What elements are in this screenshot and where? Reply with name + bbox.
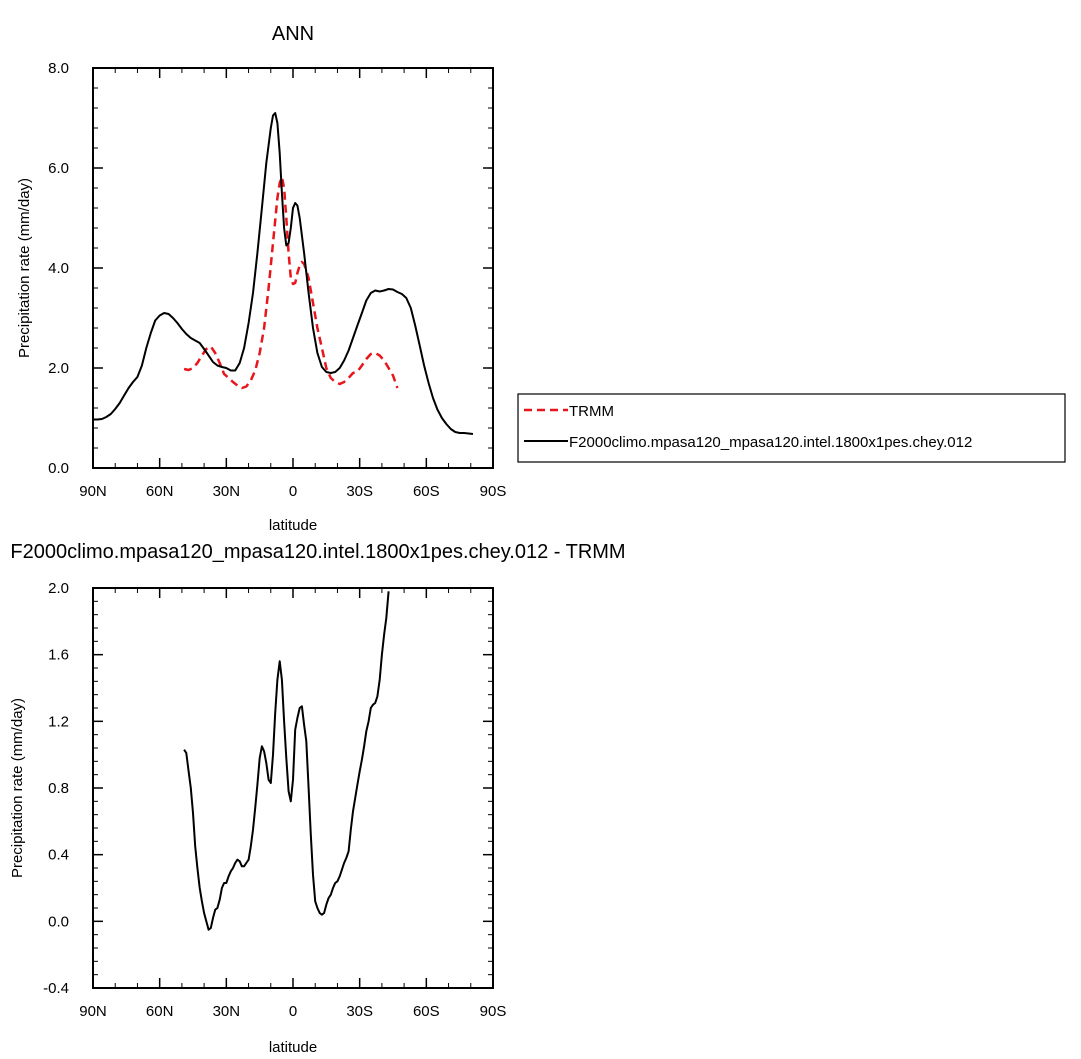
bottom-chart-ytick-label: 0.0: [48, 913, 69, 930]
bottom-chart: F2000climo.mpasa120_mpasa120.intel.1800x…: [9, 541, 626, 1056]
legend-label-model: F2000climo.mpasa120_mpasa120.intel.1800x…: [569, 434, 972, 451]
bottom-chart-ytick-label: 1.6: [48, 647, 69, 664]
bottom-chart-xtick-label: 0: [289, 1003, 297, 1020]
bottom-chart-xtick-label: 30S: [346, 1003, 373, 1020]
bottom-chart-xtick-label: 60S: [413, 1003, 440, 1020]
top-chart-frame: [92, 67, 494, 469]
top-chart-ytick-label: 2.0: [48, 360, 69, 377]
top-chart-xtick-label: 60S: [413, 483, 440, 500]
top-chart-ticks: 90N 60N 30N 0 30S 60S 90S 0.0 2.0 4.0 6.0 8.0: [48, 60, 506, 500]
bottom-chart-xtick-label: 90N: [79, 1003, 107, 1020]
top-chart-ytick-label: 6.0: [48, 160, 69, 177]
top-chart-title: ANN: [272, 23, 314, 45]
legend-label-trmm: TRMM: [569, 403, 614, 420]
top-chart-xtick-label: 0: [289, 483, 297, 500]
bottom-chart-series: [183, 591, 390, 931]
top-chart-xtick-label: 30S: [346, 483, 373, 500]
top-chart-series-0-line: [183, 175, 399, 390]
top-chart-xtick-label: 90N: [79, 483, 107, 500]
bottom-chart-title: F2000climo.mpasa120_mpasa120.intel.1800x…: [10, 541, 625, 563]
top-chart-ylabel: Precipitation rate (mm/day): [16, 178, 33, 358]
bottom-chart-ytick-label: 0.8: [48, 780, 69, 797]
top-chart-xlabel: latitude: [269, 517, 317, 534]
top-chart-ytick-label: 8.0: [48, 60, 69, 77]
bottom-chart-ytick-label: 1.2: [48, 713, 69, 730]
bottom-chart-ylabel: Precipitation rate (mm/day): [9, 698, 26, 878]
bottom-chart-ytick-label: 2.0: [48, 580, 69, 597]
bottom-chart-xtick-label: 90S: [480, 1003, 507, 1020]
bottom-chart-ytick-label: -0.4: [43, 980, 69, 997]
top-chart-xtick-label: 30N: [213, 483, 241, 500]
top-chart-ytick-label: 0.0: [48, 460, 69, 477]
bottom-chart-ytick-label: 0.4: [48, 847, 69, 864]
bottom-chart-xtick-label: 60N: [146, 1003, 174, 1020]
top-chart-series: [93, 112, 474, 435]
top-chart: ANN 90N 60N 30N 0 30S 60S 90S 0.0 2.0 4.0 6.0 8.0 l…: [16, 23, 506, 534]
top-chart-xtick-label: 60N: [146, 483, 174, 500]
bottom-chart-series-0-line: [183, 591, 390, 931]
bottom-chart-xlabel: latitude: [269, 1039, 317, 1056]
bottom-chart-frame: [92, 587, 494, 989]
top-chart-xtick-label: 90S: [480, 483, 507, 500]
bottom-chart-ticks: 90N 60N 30N 0 30S 60S 90S -0.4 0.0 0.4 0.8 1.2 1.6 2.…: [43, 580, 506, 1020]
legend-box: [517, 393, 1066, 463]
top-chart-series-1-line: [93, 112, 474, 435]
bottom-chart-xtick-label: 30N: [213, 1003, 241, 1020]
top-chart-legend: TRMM F2000climo.mpasa120_mpasa120.intel.…: [517, 393, 1066, 463]
top-chart-ytick-label: 4.0: [48, 260, 69, 277]
